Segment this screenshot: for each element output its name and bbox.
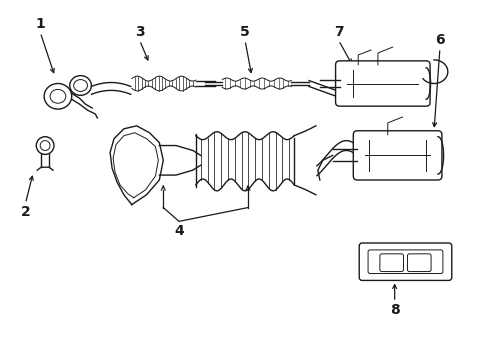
FancyBboxPatch shape xyxy=(353,131,442,180)
Text: 1: 1 xyxy=(35,17,45,31)
Text: 7: 7 xyxy=(334,25,343,39)
FancyBboxPatch shape xyxy=(359,243,452,280)
Text: 4: 4 xyxy=(174,224,184,238)
FancyBboxPatch shape xyxy=(336,61,430,106)
FancyBboxPatch shape xyxy=(368,250,443,274)
Circle shape xyxy=(36,137,54,154)
Text: 3: 3 xyxy=(135,25,145,39)
Text: 8: 8 xyxy=(390,303,399,317)
Text: 5: 5 xyxy=(240,25,250,39)
Ellipse shape xyxy=(44,84,72,109)
Text: 6: 6 xyxy=(435,33,445,47)
Polygon shape xyxy=(110,126,163,204)
Ellipse shape xyxy=(70,76,92,95)
Text: 2: 2 xyxy=(21,204,30,219)
